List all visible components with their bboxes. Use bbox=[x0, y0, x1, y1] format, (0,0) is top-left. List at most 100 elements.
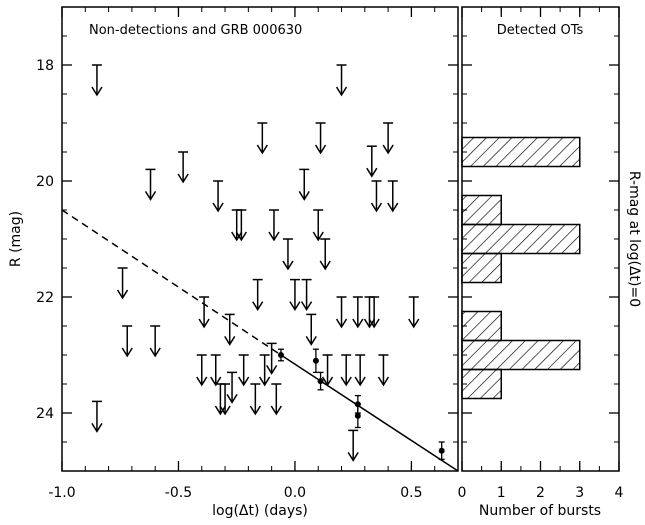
right-axes: 0 1 2 3 4 bbox=[458, 6, 624, 501]
upper-limit-head bbox=[335, 318, 348, 329]
histogram-bar bbox=[461, 252, 502, 284]
upper-limit-arrow bbox=[300, 278, 313, 312]
upper-limit-head bbox=[321, 376, 334, 387]
upper-limit-head bbox=[363, 318, 376, 329]
detection-point bbox=[354, 403, 361, 429]
upper-limit-arrow bbox=[149, 325, 161, 358]
detection-marker bbox=[438, 447, 445, 454]
upper-limit-arrow bbox=[224, 313, 236, 346]
y-tick-label: 18 bbox=[36, 58, 54, 74]
x-tick-label: -0.5 bbox=[165, 485, 192, 501]
upper-limit-head bbox=[387, 202, 399, 213]
upper-limit-head bbox=[298, 191, 310, 201]
upper-limit-head bbox=[259, 376, 271, 387]
upper-limit-arrow bbox=[319, 238, 331, 271]
upper-limit-arrow bbox=[282, 238, 294, 271]
upper-limit-arrow bbox=[235, 209, 248, 242]
upper-limit-arrow bbox=[270, 383, 282, 416]
upper-limit-arrow bbox=[370, 180, 383, 213]
upper-limit-arrow bbox=[266, 342, 278, 375]
upper-limit-arrow bbox=[298, 168, 310, 201]
upper-limit-head bbox=[238, 376, 250, 387]
histogram-bar bbox=[461, 136, 581, 168]
upper-limit-arrow bbox=[121, 325, 133, 358]
upper-limit-arrow bbox=[312, 209, 324, 242]
x-tick-label: -1.0 bbox=[48, 485, 75, 501]
x-tick-label: 0 bbox=[458, 485, 467, 501]
upper-limit-arrow bbox=[214, 383, 227, 416]
upper-limit-arrow bbox=[259, 354, 271, 387]
upper-limit-head bbox=[282, 260, 294, 271]
x-tick-label: 3 bbox=[575, 485, 584, 501]
upper-limit-head bbox=[226, 394, 238, 404]
upper-limit-head bbox=[196, 376, 208, 387]
upper-limit-head bbox=[370, 202, 383, 213]
upper-limit-head bbox=[300, 301, 313, 312]
x-tick-label: 0.0 bbox=[284, 485, 306, 501]
upper-limit-arrow bbox=[387, 180, 399, 213]
detection-marker bbox=[317, 378, 324, 385]
upper-limit-head bbox=[91, 86, 103, 97]
upper-limit-arrow bbox=[212, 180, 224, 213]
fit-line-dashed bbox=[61, 209, 282, 356]
upper-limit-head bbox=[91, 423, 103, 433]
upper-limit-arrow bbox=[231, 209, 243, 242]
right-bars bbox=[461, 136, 581, 400]
upper-limit-head bbox=[121, 347, 133, 358]
upper-limit-arrow bbox=[210, 354, 222, 387]
upper-limit-arrow bbox=[314, 122, 327, 155]
detection-point bbox=[312, 348, 319, 374]
histogram-bar bbox=[461, 194, 502, 226]
y-tick-label: 22 bbox=[36, 290, 54, 306]
upper-limit-arrow bbox=[219, 383, 231, 416]
upper-limit-head bbox=[268, 231, 280, 242]
upper-limit-head bbox=[366, 167, 378, 178]
fit-line-solid bbox=[280, 354, 459, 472]
upper-limit-head bbox=[249, 405, 261, 416]
upper-limit-head bbox=[305, 336, 317, 346]
upper-limit-arrow bbox=[252, 278, 264, 312]
left-panel: Non-detections and GRB 000630 log(Δt) (d… bbox=[8, 6, 459, 519]
upper-limit-head bbox=[210, 376, 222, 387]
upper-limit-arrow bbox=[363, 296, 376, 329]
upper-limit-head bbox=[224, 336, 236, 346]
x-tick-label: 2 bbox=[536, 485, 545, 501]
histogram-bar bbox=[461, 368, 502, 400]
upper-limit-arrow bbox=[366, 145, 378, 178]
upper-limit-head bbox=[116, 289, 129, 300]
upper-limit-arrow bbox=[382, 122, 394, 155]
upper-limit-head bbox=[252, 301, 264, 312]
upper-limit-head bbox=[266, 365, 278, 375]
upper-limit-arrow bbox=[116, 267, 129, 300]
right-panel: Detected OTs Number of bursts R-mag at l… bbox=[458, 6, 642, 519]
upper-limit-arrow bbox=[91, 400, 103, 433]
upper-limit-arrow bbox=[408, 296, 420, 329]
y-tick-label: 24 bbox=[36, 406, 54, 422]
detection-point bbox=[317, 371, 324, 391]
upper-limit-arrow bbox=[226, 371, 238, 404]
upper-limit-head bbox=[382, 144, 394, 155]
upper-limit-head bbox=[368, 318, 380, 329]
upper-limit-head bbox=[314, 144, 327, 155]
upper-limit-arrow bbox=[256, 122, 268, 155]
upper-limit-arrow bbox=[368, 296, 380, 329]
left-x-axis-label: log(Δt) (days) bbox=[212, 503, 308, 519]
left-marks bbox=[61, 64, 459, 472]
upper-limit-arrow bbox=[289, 278, 301, 312]
detection-point bbox=[277, 348, 284, 362]
left-plot-frame bbox=[61, 6, 459, 472]
histogram-bar bbox=[461, 339, 581, 371]
histogram-bar bbox=[461, 223, 581, 255]
upper-limit-head bbox=[347, 452, 359, 462]
upper-limit-arrow bbox=[352, 296, 364, 329]
upper-limit-head bbox=[340, 376, 352, 387]
detection-point bbox=[438, 441, 445, 461]
upper-limit-head bbox=[198, 318, 210, 329]
upper-limit-arrow bbox=[238, 354, 250, 387]
upper-limit-head bbox=[270, 405, 282, 416]
upper-limit-head bbox=[312, 231, 324, 242]
detection-marker bbox=[277, 352, 284, 358]
upper-limit-head bbox=[335, 86, 348, 97]
upper-limit-head bbox=[219, 405, 231, 416]
